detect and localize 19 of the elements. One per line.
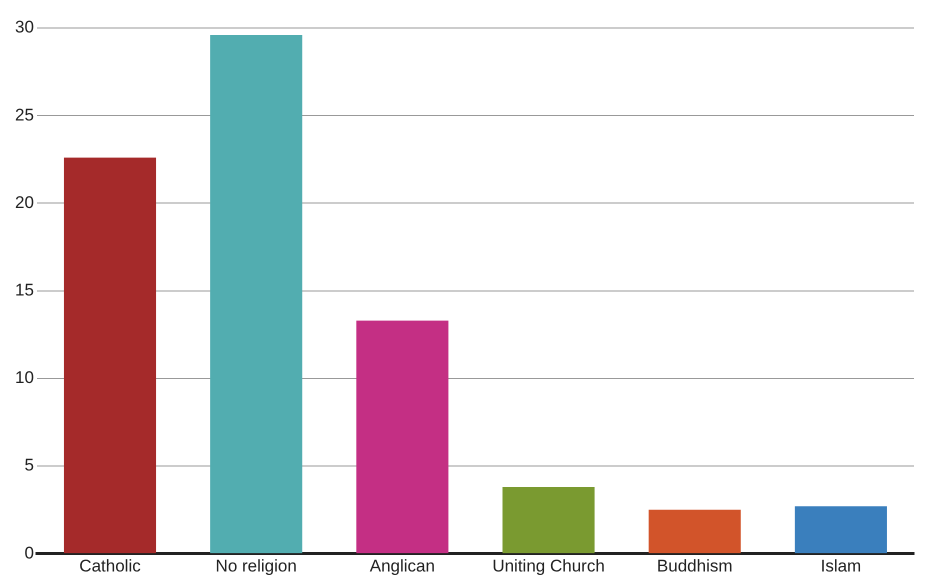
x-tick-label: Catholic xyxy=(79,556,142,576)
y-tick-label: 20 xyxy=(14,192,34,212)
y-tick-label: 30 xyxy=(14,18,34,37)
x-tick-label: No religion xyxy=(216,556,297,576)
x-tick-label: Buddhism xyxy=(656,556,733,576)
bar xyxy=(356,320,448,554)
x-tick-label: Anglican xyxy=(370,556,435,576)
y-tick-label: 25 xyxy=(14,105,34,124)
bar xyxy=(64,158,156,554)
bar xyxy=(210,35,302,554)
y-tick-label: 5 xyxy=(24,456,34,475)
bar xyxy=(502,487,595,554)
y-tick-label: 0 xyxy=(24,543,34,562)
bar xyxy=(648,510,741,554)
bar xyxy=(794,506,887,554)
x-tick-label: Uniting Church xyxy=(492,556,605,576)
y-tick-label: 10 xyxy=(14,368,34,388)
x-tick-label: Islam xyxy=(820,556,862,576)
y-tick-label: 15 xyxy=(14,280,34,300)
